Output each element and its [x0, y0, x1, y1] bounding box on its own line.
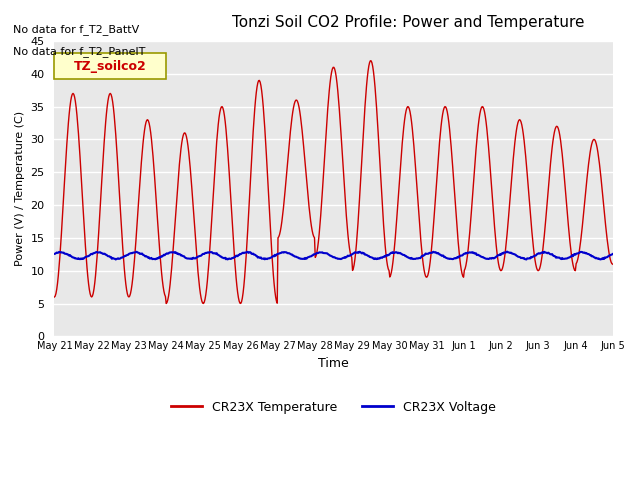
FancyBboxPatch shape: [54, 53, 166, 79]
X-axis label: Time: Time: [318, 357, 349, 370]
Text: TZ_soilco2: TZ_soilco2: [74, 60, 147, 72]
Y-axis label: Power (V) / Temperature (C): Power (V) / Temperature (C): [15, 111, 25, 266]
Text: No data for f_T2_PanelT: No data for f_T2_PanelT: [13, 46, 145, 57]
Text: Tonzi Soil CO2 Profile: Power and Temperature: Tonzi Soil CO2 Profile: Power and Temper…: [232, 15, 585, 30]
Legend: CR23X Temperature, CR23X Voltage: CR23X Temperature, CR23X Voltage: [166, 396, 501, 419]
Text: No data for f_T2_BattV: No data for f_T2_BattV: [13, 24, 139, 35]
